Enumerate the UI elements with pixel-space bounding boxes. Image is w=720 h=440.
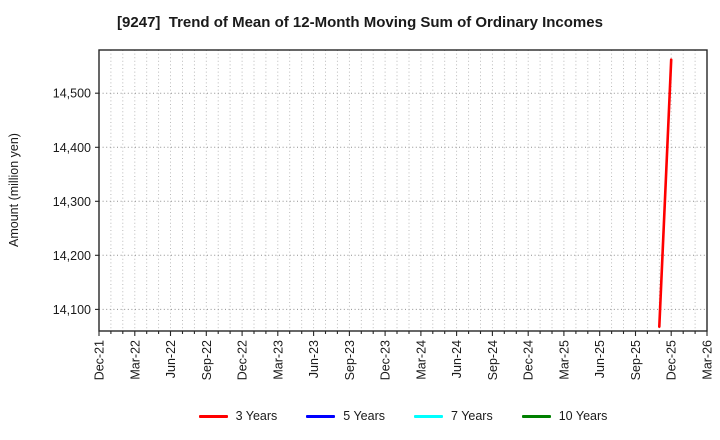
chart-title: [9247] Trend of Mean of 12-Month Moving …: [117, 14, 603, 31]
legend-label: 5 Years: [343, 409, 386, 423]
legend-item-3-years: 3 Years: [198, 409, 278, 423]
legend-item-5-years: 5 Years: [306, 409, 385, 423]
legend-label: 10 Years: [558, 409, 608, 423]
x-tick-label: Dec-24: [522, 340, 536, 380]
x-tick-labels: Dec-21 Mar-22 Jun-22 Sep-22 Dec-22 Mar-23 Jun-…: [93, 340, 715, 380]
y-tick-label: 14,100: [53, 303, 91, 317]
series-line-3-years: [657, 58, 673, 329]
legend-line-swatch: [306, 414, 336, 418]
legend-item-7-years: 7 Years: [414, 409, 493, 423]
x-tick-label: Jun-24: [450, 340, 464, 378]
legend-line-swatch: [521, 414, 551, 418]
x-tick-label: Dec-25: [665, 340, 679, 380]
x-tick-label: Dec-22: [236, 340, 250, 380]
legend: 3 Years 5 Years 7 Years 10 Years: [99, 404, 707, 428]
x-tick-label: Sep-25: [629, 340, 643, 380]
x-tick-label: Dec-23: [379, 340, 393, 380]
legend-line-swatch: [414, 414, 444, 418]
axis-ticks: [95, 92, 708, 336]
x-tick-label: Mar-25: [557, 340, 571, 380]
legend-line-swatch: [198, 414, 228, 418]
y-tick-label: 14,400: [53, 141, 91, 155]
legend-item-10-years: 10 Years: [521, 409, 608, 423]
legend-label: 7 Years: [451, 409, 493, 423]
y-tick-label: 14,300: [53, 195, 91, 209]
x-tick-label: Jun-22: [164, 340, 178, 378]
x-tick-label: Sep-23: [343, 340, 357, 380]
series-lines: [657, 58, 673, 329]
x-tick-label: Mar-23: [271, 340, 285, 380]
x-tick-label: Dec-21: [93, 340, 107, 380]
y-tick-labels: 14,100 14,200 14,300 14,400 14,500: [53, 87, 91, 317]
x-tick-label: Sep-24: [486, 340, 500, 380]
x-tick-label: Jun-23: [307, 340, 321, 378]
x-tick-label: Sep-22: [200, 340, 214, 380]
x-tick-label: Mar-24: [414, 340, 428, 380]
x-tick-label: Jun-25: [593, 340, 607, 378]
x-gridlines: [110, 50, 696, 331]
y-tick-label: 14,500: [53, 87, 91, 101]
y-gridlines: [99, 92, 707, 310]
y-tick-label: 14,200: [53, 249, 91, 263]
x-tick-label: Mar-22: [128, 340, 142, 380]
x-tick-label: Mar-26: [701, 340, 715, 380]
plot-frame: [98, 49, 708, 332]
legend-label: 3 Years: [235, 409, 278, 423]
